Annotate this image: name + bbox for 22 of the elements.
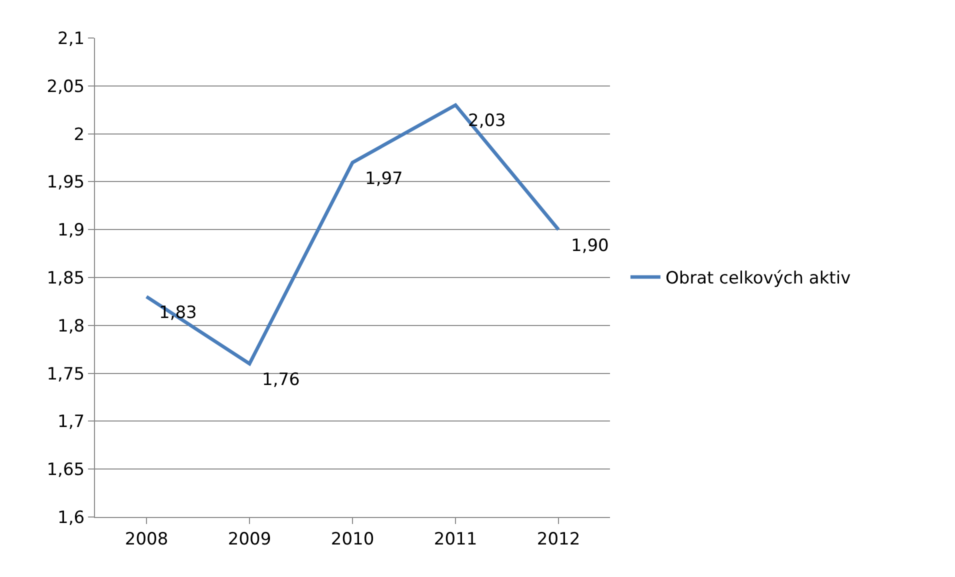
line-series xyxy=(144,103,560,366)
y-tick-label: 2 xyxy=(74,124,85,145)
x-tick-label: 2010 xyxy=(330,529,374,550)
y-tick-label: 1,6 xyxy=(58,508,85,528)
y-tick-label: 1,85 xyxy=(46,268,85,288)
y-tick-label: 2,1 xyxy=(58,28,85,49)
y-tick-label: 1,65 xyxy=(46,460,85,480)
data-label: 1,76 xyxy=(262,370,300,390)
x-tick-label: 2009 xyxy=(228,529,272,550)
y-tick-label: 1,9 xyxy=(58,220,85,241)
x-tick-label: 2008 xyxy=(124,529,168,550)
x-tick-label: 2012 xyxy=(536,529,580,550)
y-tick-label: 1,8 xyxy=(58,316,85,336)
y-tick-label: 1,95 xyxy=(46,172,85,193)
legend-label: Obrat celkových aktiv xyxy=(665,268,851,289)
y-tick-label: 1,7 xyxy=(58,412,85,432)
y-tick-label: 1,75 xyxy=(46,364,85,384)
x-tick-label: 2011 xyxy=(434,529,478,550)
data-label: 1,90 xyxy=(571,236,609,256)
y-tick-label: 2,05 xyxy=(46,76,85,97)
data-label: 1,97 xyxy=(365,169,403,189)
data-label: 2,03 xyxy=(468,111,506,131)
